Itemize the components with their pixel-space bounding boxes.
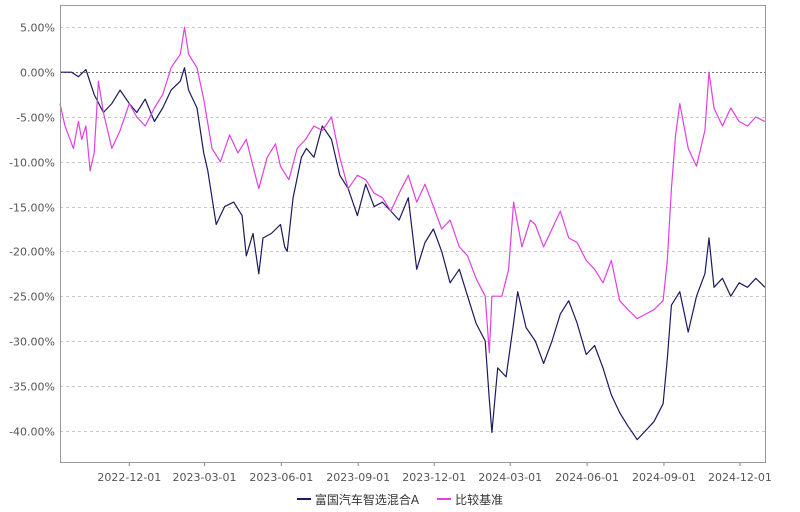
x-tick-label: 2024-06-01 (555, 471, 619, 484)
x-tick-label: 2022-12-01 (97, 471, 161, 484)
tick-labels: 5.00% 0.00% -5.00% -10.00% -15.00% -20.00% -25… (9, 22, 772, 485)
legend: 富国汽车智选混合A 比较基准 (0, 489, 800, 509)
x-tick-label: 2024-03-01 (478, 471, 542, 484)
x-tick-label: 2023-06-01 (249, 471, 313, 484)
series-line-benchmark (59, 26, 766, 354)
y-tick-label: 0.00% (20, 67, 55, 80)
x-tick-label: 2024-09-01 (632, 471, 696, 484)
legend-item-benchmark[interactable]: 比较基准 (437, 491, 503, 508)
legend-swatch-fund (296, 498, 311, 500)
y-tick-label: -35.00% (9, 381, 55, 394)
line-chart: 5.00% 0.00% -5.00% -10.00% -15.00% -20.00% -25… (9, 5, 772, 485)
x-tick-label: 2023-03-01 (173, 471, 237, 484)
y-tick-label: -15.00% (9, 202, 55, 215)
y-tick-label: -30.00% (9, 336, 55, 349)
legend-item-fund[interactable]: 富国汽车智选混合A (296, 491, 420, 508)
legend-swatch-benchmark (437, 498, 452, 500)
gridlines (60, 27, 765, 432)
series-lines (59, 26, 766, 441)
y-tick-label: 5.00% (20, 22, 55, 35)
plot-frame (60, 5, 766, 463)
series-line-fund (60, 67, 766, 441)
y-tick-label: -10.00% (9, 157, 55, 170)
y-tick-label: -20.00% (9, 246, 55, 259)
y-tick-label: -25.00% (9, 291, 55, 304)
legend-label-fund: 富国汽车智选混合A (314, 492, 420, 507)
axes (60, 5, 766, 466)
x-tick-label: 2023-12-01 (402, 471, 466, 484)
x-tick-label: 2023-09-01 (326, 471, 390, 484)
y-tick-label: -40.00% (9, 426, 55, 439)
y-tick-label: -5.00% (16, 112, 55, 125)
x-tick-label: 2024-12-01 (708, 471, 772, 484)
legend-label-benchmark: 比较基准 (455, 492, 504, 507)
